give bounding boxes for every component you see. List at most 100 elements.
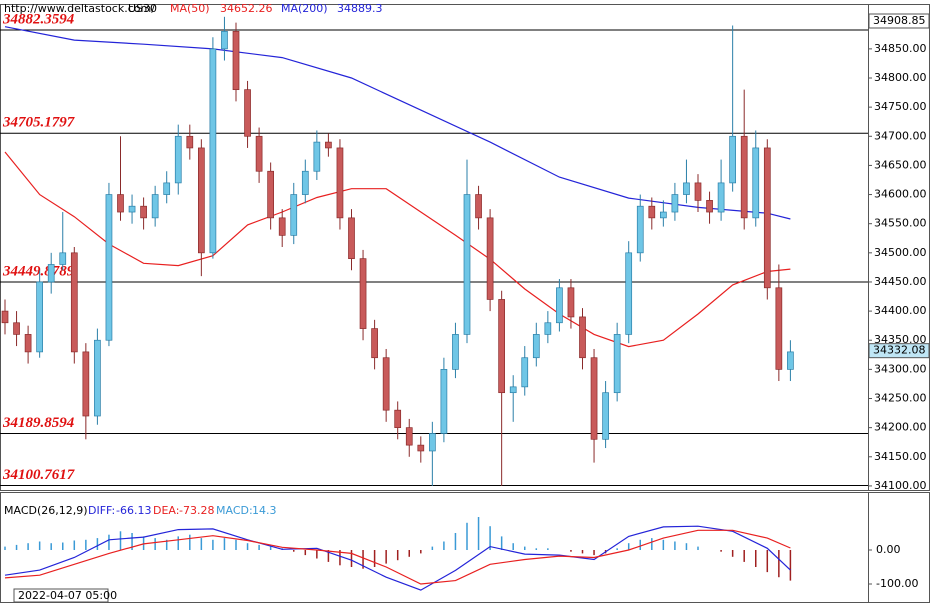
- candle-body: [255, 135, 263, 172]
- macd-bar: [662, 539, 665, 550]
- macd-bar: [581, 550, 584, 554]
- top-price-box: [868, 13, 930, 29]
- macd-bar: [500, 536, 503, 550]
- candle-body: [463, 194, 471, 335]
- macd-bar: [15, 544, 18, 550]
- y-tick-label: 34700.00: [874, 129, 927, 142]
- ma-line: [4, 151, 791, 348]
- macd-value: 14.3: [252, 504, 277, 517]
- y-tick-label: 34600.00: [874, 188, 927, 201]
- macd-title: MACD(26,12,9): [4, 504, 88, 517]
- candle-body: [787, 351, 794, 370]
- candle-body: [694, 182, 702, 201]
- y-tick-label: 34250.00: [874, 392, 927, 405]
- macd-bar: [154, 538, 156, 550]
- candle-body: [163, 182, 171, 195]
- candle-body: [290, 194, 298, 236]
- candle-body: [740, 135, 748, 219]
- candle-body: [117, 194, 124, 213]
- macd-bar: [339, 550, 341, 566]
- candle-body: [648, 205, 656, 219]
- macd-bar: [350, 550, 353, 568]
- source: http://www.deltastock.com/: [4, 2, 155, 15]
- candle-body: [94, 339, 101, 417]
- candle-body: [59, 252, 67, 265]
- macd-bar: [142, 536, 145, 550]
- macd-bar: [408, 550, 410, 557]
- candle-body: [544, 322, 552, 335]
- date-box: [13, 588, 109, 603]
- candle-body: [348, 217, 355, 260]
- price-axis: [868, 4, 930, 491]
- macd-bar: [177, 536, 179, 550]
- candle-body: [232, 31, 240, 91]
- candle-body: [151, 194, 159, 219]
- candle-body: [475, 194, 482, 219]
- macd-bar: [431, 546, 434, 550]
- y-tick-label: 34400.00: [874, 304, 927, 317]
- macd-bar: [720, 550, 722, 552]
- candle-body: [244, 89, 251, 137]
- candle-body: [186, 135, 194, 149]
- macd-bar: [235, 539, 237, 550]
- candle-body: [659, 211, 667, 219]
- macd-line: [4, 529, 791, 585]
- candle-body: [417, 444, 425, 452]
- candle-body: [717, 182, 725, 213]
- candle-body: [82, 351, 90, 417]
- macd-bar: [535, 548, 538, 550]
- macd-bar: [327, 550, 330, 562]
- macd-bar: [246, 543, 249, 550]
- macd-bar: [269, 546, 272, 550]
- macd-bar: [373, 550, 376, 568]
- macd-bar: [639, 539, 641, 550]
- candle-body: [301, 170, 309, 195]
- price-panel: [0, 4, 869, 491]
- macd-bar: [85, 539, 87, 550]
- candle-body: [105, 194, 113, 341]
- ma-line: [4, 26, 791, 220]
- macd-bar: [362, 550, 364, 569]
- macd-bar: [778, 550, 780, 578]
- candle-body: [405, 427, 413, 446]
- candle-body: [382, 357, 390, 411]
- candle-body: [498, 299, 505, 394]
- macd-bar: [512, 543, 514, 550]
- macd-bar: [304, 550, 307, 556]
- macd-label: MACD:: [216, 504, 253, 517]
- y-tick-label: 34550.00: [874, 217, 927, 230]
- macd-bar: [570, 550, 572, 552]
- candle-body: [486, 217, 494, 300]
- candle-body: [440, 369, 448, 434]
- macd-bar: [685, 543, 688, 550]
- macd-bar: [131, 532, 133, 550]
- macd-bar: [316, 550, 318, 559]
- macd-bar: [50, 543, 52, 550]
- ma-name: MA(200): [281, 2, 328, 15]
- y-tick-label: 34450.00: [874, 275, 927, 288]
- y-tick-label: 34800.00: [874, 71, 927, 84]
- ma-value: 34889.3: [337, 2, 383, 15]
- candle-body: [602, 392, 609, 440]
- macd-bar: [396, 550, 399, 561]
- macd-line: [4, 525, 791, 591]
- macd-bar: [697, 546, 699, 550]
- y-tick-label: -100.00: [876, 577, 918, 590]
- macd-bar: [38, 541, 41, 550]
- y-tick-label: 34500.00: [874, 246, 927, 259]
- date: 2022-04-07 05:00: [18, 589, 117, 602]
- macd-bar: [96, 538, 99, 550]
- y-tick-label: 34850.00: [874, 42, 927, 55]
- macd-bar: [651, 538, 653, 550]
- macd-bar: [62, 542, 64, 550]
- macd-bar: [616, 548, 618, 550]
- candle-body: [532, 334, 540, 359]
- macd-bar: [4, 546, 6, 550]
- last-price-box: [868, 343, 930, 359]
- macd-bar: [743, 550, 745, 562]
- candle-body: [671, 194, 679, 213]
- candle-body: [509, 386, 517, 394]
- macd-bar: [223, 538, 226, 550]
- macd-bar: [489, 526, 491, 550]
- candle-body: [706, 200, 713, 213]
